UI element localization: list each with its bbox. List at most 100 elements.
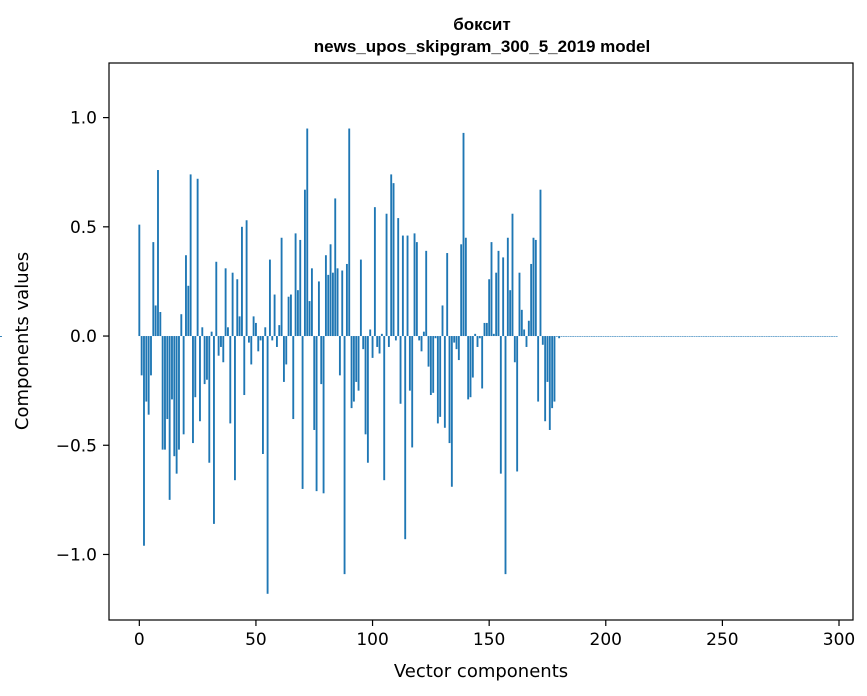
bar (686, 336, 689, 337)
bar (796, 336, 798, 337)
bar (546, 336, 549, 382)
bar (234, 336, 236, 481)
bar (275, 336, 278, 347)
bar (625, 336, 628, 337)
bar (632, 336, 635, 337)
bar (397, 218, 400, 337)
x-tick-label: 0 (134, 630, 145, 650)
bar (485, 322, 488, 337)
bar (310, 268, 313, 337)
bar (579, 336, 582, 337)
bar (145, 336, 148, 402)
bar (539, 189, 542, 337)
bar (586, 336, 589, 337)
bar (366, 336, 369, 463)
bar (628, 336, 631, 337)
bar (192, 336, 194, 444)
bar (268, 259, 271, 337)
bar (143, 336, 145, 546)
bar (653, 336, 656, 337)
chart-subtitle: news_upos_skipgram_300_5_2019 model (314, 37, 650, 56)
bar (744, 336, 747, 337)
bar (364, 336, 367, 435)
bar (324, 255, 327, 337)
bar (502, 257, 505, 337)
bar (677, 336, 680, 337)
bar (723, 336, 726, 337)
bar (262, 336, 264, 454)
bar (194, 336, 197, 398)
bar (646, 336, 649, 337)
bar (740, 336, 742, 337)
bar (665, 336, 668, 337)
bar (266, 336, 269, 594)
bar (280, 237, 283, 337)
bar (758, 336, 761, 337)
bar (831, 336, 833, 337)
bar (213, 336, 215, 524)
bar (178, 336, 180, 450)
bar (387, 336, 390, 347)
bar (789, 336, 791, 337)
bar (728, 336, 731, 337)
y-axis: −1.0 −0.5 0.0 0.5 1.0 (56, 109, 109, 565)
bar (548, 336, 551, 430)
bar (180, 314, 183, 337)
bar (642, 336, 645, 337)
bar (558, 336, 561, 339)
bar (457, 336, 460, 361)
bar (154, 305, 157, 337)
bar (245, 220, 248, 337)
bar (737, 336, 740, 337)
bar (255, 322, 257, 337)
bar (404, 336, 407, 540)
bar (572, 336, 575, 337)
bar (173, 336, 176, 457)
bar (350, 336, 353, 409)
bar (315, 336, 318, 492)
bar (248, 336, 250, 343)
bar (630, 336, 633, 337)
bar (0, 336, 2, 337)
bar (639, 336, 642, 337)
bar (523, 329, 526, 337)
x-tick-label: 300 (823, 630, 855, 650)
bar (583, 336, 586, 337)
bar (534, 239, 537, 337)
bar (833, 336, 836, 337)
bar (768, 336, 770, 337)
bar (469, 336, 472, 398)
bar (171, 336, 173, 400)
bar (756, 336, 759, 337)
bar (257, 336, 260, 352)
bar (467, 336, 470, 400)
bar (660, 336, 663, 337)
bar (394, 336, 397, 341)
bar (712, 336, 714, 337)
x-tick-label: 200 (590, 630, 622, 650)
bar (201, 327, 204, 337)
x-tick-label: 250 (706, 630, 738, 650)
bar (338, 336, 341, 376)
bar (719, 336, 721, 337)
bar (511, 213, 514, 337)
bar (140, 336, 143, 376)
bar (614, 336, 617, 337)
bar (705, 336, 707, 337)
bar (161, 336, 164, 450)
bar (733, 336, 735, 337)
bar (357, 336, 360, 391)
bar (203, 336, 206, 385)
bar (483, 322, 486, 337)
y-tick-label: −0.5 (56, 436, 97, 456)
bar (399, 336, 402, 404)
bar (735, 336, 738, 337)
bar (294, 233, 297, 337)
bar (210, 331, 213, 337)
bar (345, 263, 348, 337)
bar (383, 336, 386, 481)
bar (308, 301, 311, 337)
bar (656, 336, 659, 337)
bar (644, 336, 647, 337)
bar (159, 312, 162, 337)
